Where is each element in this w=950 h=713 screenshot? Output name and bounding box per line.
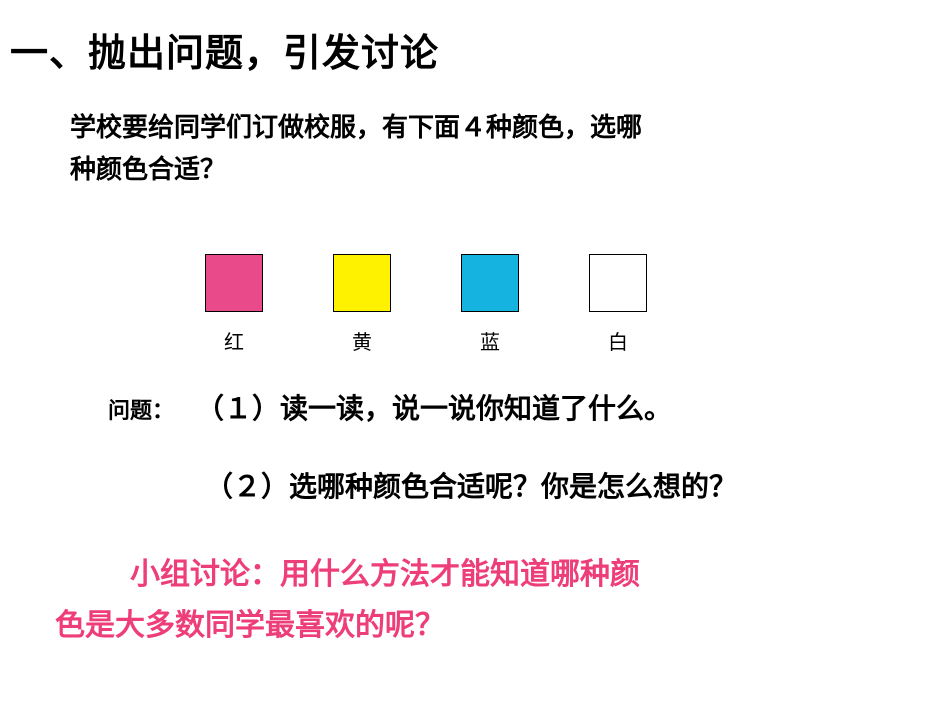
swatch-yellow	[333, 254, 391, 312]
swatch-red	[205, 254, 263, 312]
question-1: （１）读一读，说一说你知道了什么。	[196, 387, 672, 427]
intro-line-2: 种颜色合适？	[70, 149, 920, 191]
discussion-line-2: 色是大多数同学最喜欢的呢？	[55, 600, 920, 651]
swatch-blue	[461, 254, 519, 312]
swatch-item-yellow: 黄	[333, 254, 391, 355]
swatch-label-yellow: 黄	[352, 326, 372, 355]
swatch-label-white: 白	[608, 326, 628, 355]
swatch-item-blue: 蓝	[461, 254, 519, 355]
section-title: 一、抛出问题，引发讨论	[10, 22, 920, 77]
swatch-label-blue: 蓝	[480, 326, 500, 355]
intro-line-1: 学校要给同学们订做校服，有下面４种颜色，选哪	[70, 107, 920, 149]
discussion: 小组讨论：用什么方法才能知道哪种颜 色是大多数同学最喜欢的呢？	[10, 549, 920, 651]
question-2: （２）选哪种颜色合适呢？你是怎么想的？	[205, 465, 920, 505]
discussion-line-1: 小组讨论：用什么方法才能知道哪种颜	[130, 549, 920, 600]
question-row: 问题： （１）读一读，说一说你知道了什么。	[10, 387, 920, 427]
swatch-white	[589, 254, 647, 312]
slide: 一、抛出问题，引发讨论 学校要给同学们订做校服，有下面４种颜色，选哪 种颜色合适…	[0, 0, 950, 713]
swatch-item-white: 白	[589, 254, 647, 355]
swatch-label-red: 红	[224, 326, 244, 355]
swatch-item-red: 红	[205, 254, 263, 355]
color-swatches: 红 黄 蓝 白	[205, 254, 920, 355]
intro-text: 学校要给同学们订做校服，有下面４种颜色，选哪 种颜色合适？	[70, 107, 920, 190]
question-label: 问题：	[108, 393, 174, 425]
